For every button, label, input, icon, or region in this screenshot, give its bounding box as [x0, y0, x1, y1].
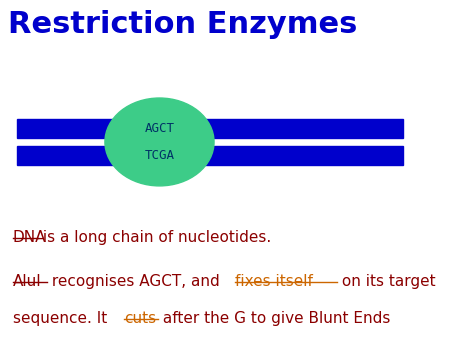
Text: recognises AGCT, and: recognises AGCT, and — [47, 274, 225, 289]
Text: cuts: cuts — [124, 311, 156, 326]
Text: AluI: AluI — [13, 274, 41, 289]
Text: Restriction Enzymes: Restriction Enzymes — [9, 10, 358, 39]
Text: AGCT: AGCT — [144, 122, 175, 135]
Text: TCGA: TCGA — [144, 149, 175, 162]
Text: DNA: DNA — [13, 230, 46, 245]
Text: sequence. It: sequence. It — [13, 311, 112, 326]
Bar — [17, 119, 403, 138]
Text: after the G to give Blunt Ends: after the G to give Blunt Ends — [158, 311, 390, 326]
Bar — [17, 146, 403, 165]
Text: fixes itself: fixes itself — [235, 274, 313, 289]
Text: on its target: on its target — [338, 274, 436, 289]
Circle shape — [105, 98, 214, 186]
Text: is a long chain of nucleotides.: is a long chain of nucleotides. — [38, 230, 271, 245]
